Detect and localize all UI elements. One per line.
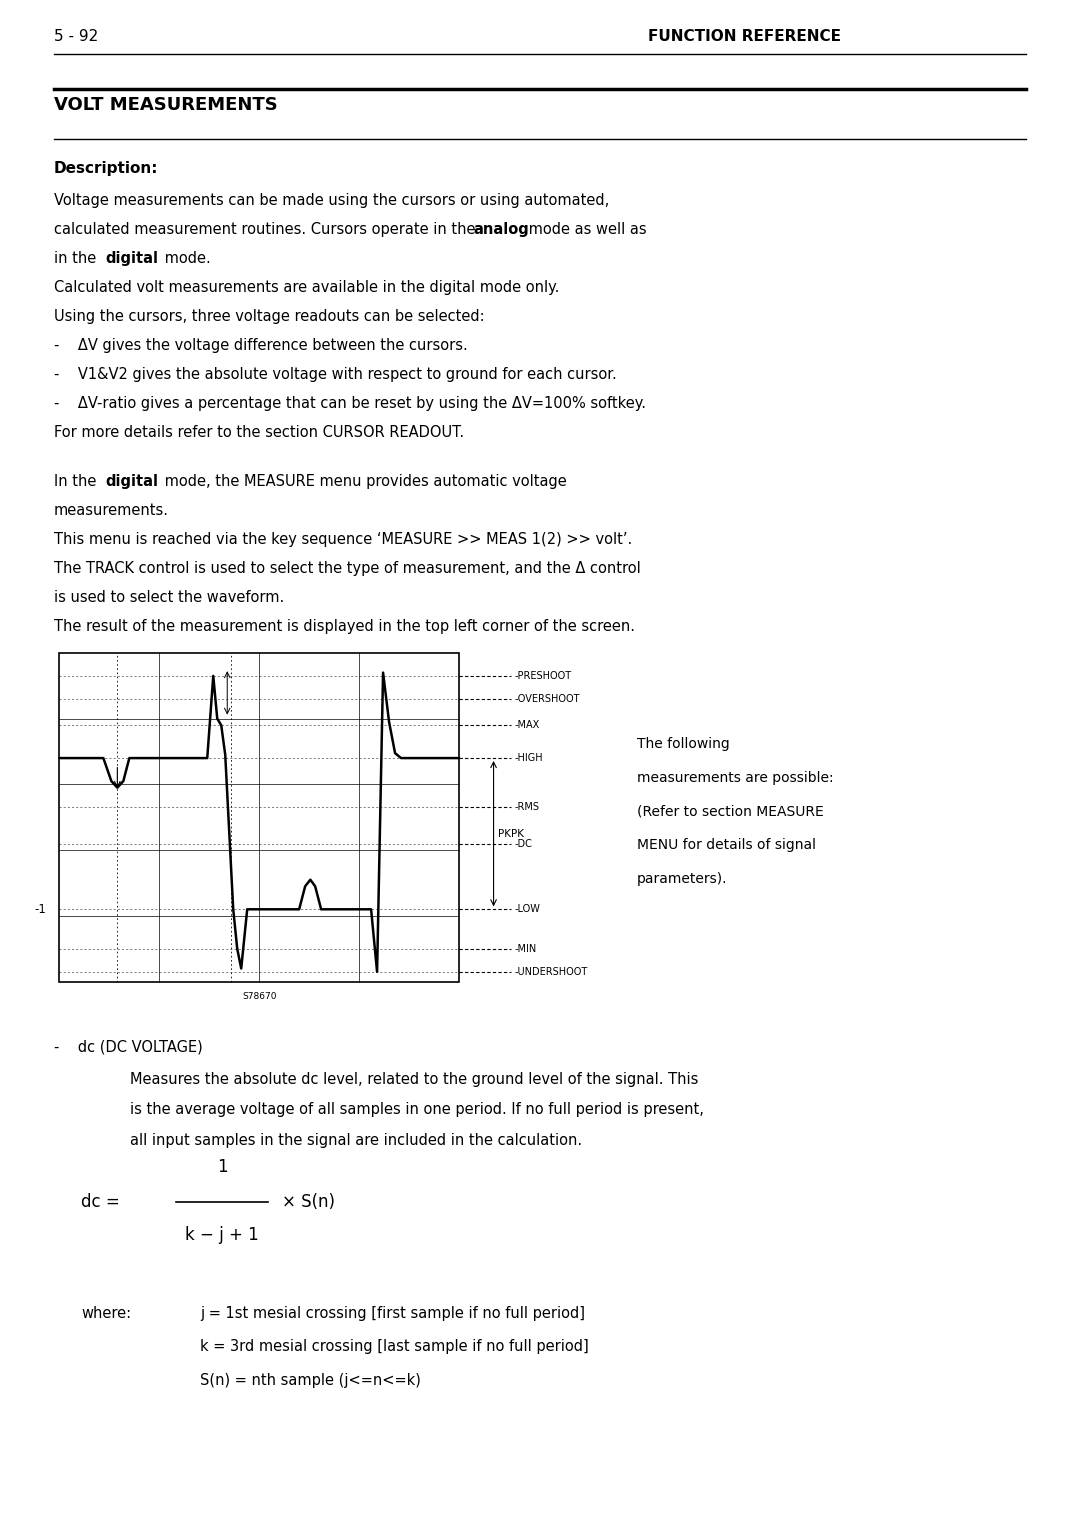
- Text: in the: in the: [54, 251, 100, 266]
- Text: × S(n): × S(n): [282, 1193, 335, 1211]
- Text: 5 - 92: 5 - 92: [54, 29, 98, 44]
- Text: analog: analog: [473, 222, 529, 237]
- Text: is the average voltage of all samples in one period. If no full period is presen: is the average voltage of all samples in…: [130, 1102, 703, 1118]
- Text: -UNDERSHOOT: -UNDERSHOOT: [514, 966, 588, 977]
- Text: The following: The following: [637, 737, 730, 751]
- Text: digital: digital: [106, 251, 159, 266]
- Text: Voltage measurements can be made using the cursors or using automated,: Voltage measurements can be made using t…: [54, 193, 609, 208]
- Text: Description:: Description:: [54, 161, 159, 176]
- Text: mode, the MEASURE menu provides automatic voltage: mode, the MEASURE menu provides automati…: [160, 474, 567, 489]
- Text: k = 3rd mesial crossing [last sample if no full period]: k = 3rd mesial crossing [last sample if …: [200, 1339, 589, 1355]
- Text: 1: 1: [217, 1157, 227, 1176]
- Text: Measures the absolute dc level, related to the ground level of the signal. This: Measures the absolute dc level, related …: [130, 1072, 698, 1087]
- Text: mode.: mode.: [160, 251, 211, 266]
- Text: -DC: -DC: [514, 838, 532, 849]
- Text: In the: In the: [54, 474, 102, 489]
- Text: -OVERSHOOT: -OVERSHOOT: [514, 694, 580, 703]
- Text: digital: digital: [106, 474, 159, 489]
- Text: -RMS: -RMS: [514, 803, 539, 812]
- Text: -MAX: -MAX: [514, 720, 539, 731]
- Text: all input samples in the signal are included in the calculation.: all input samples in the signal are incl…: [130, 1133, 582, 1148]
- Text: For more details refer to the section CURSOR READOUT.: For more details refer to the section CU…: [54, 425, 464, 440]
- Text: The result of the measurement is displayed in the top left corner of the screen.: The result of the measurement is display…: [54, 619, 635, 635]
- Text: VOLT MEASUREMENTS: VOLT MEASUREMENTS: [54, 96, 278, 115]
- Text: dc =: dc =: [81, 1193, 120, 1211]
- Text: -HIGH: -HIGH: [514, 754, 543, 763]
- Text: MENU for details of signal: MENU for details of signal: [637, 838, 816, 852]
- Text: (Refer to section MEASURE: (Refer to section MEASURE: [637, 804, 824, 818]
- Text: measurements.: measurements.: [54, 503, 168, 518]
- Text: calculated measurement routines. Cursors operate in the: calculated measurement routines. Cursors…: [54, 222, 481, 237]
- Text: -LOW: -LOW: [514, 904, 540, 914]
- Text: k − j + 1: k − j + 1: [185, 1226, 259, 1245]
- Text: -MIN: -MIN: [514, 943, 537, 954]
- Text: Using the cursors, three voltage readouts can be selected:: Using the cursors, three voltage readout…: [54, 309, 485, 324]
- Text: -    ΔV gives the voltage difference between the cursors.: - ΔV gives the voltage difference betwee…: [54, 338, 468, 353]
- Text: -    V1&V2 gives the absolute voltage with respect to ground for each cursor.: - V1&V2 gives the absolute voltage with …: [54, 367, 617, 382]
- Text: -1: -1: [35, 902, 46, 916]
- Text: This menu is reached via the key sequence ‘MEASURE >> MEAS 1(2) >> volt’.: This menu is reached via the key sequenc…: [54, 532, 632, 547]
- Text: j = 1st mesial crossing [first sample if no full period]: j = 1st mesial crossing [first sample if…: [200, 1306, 584, 1321]
- Text: S(n) = nth sample (j<=n<=k): S(n) = nth sample (j<=n<=k): [200, 1373, 421, 1388]
- Text: measurements are possible:: measurements are possible:: [637, 771, 834, 784]
- Text: where:: where:: [81, 1306, 131, 1321]
- Text: mode as well as: mode as well as: [524, 222, 647, 237]
- Text: S78670: S78670: [242, 992, 276, 1001]
- Text: -    ΔV-ratio gives a percentage that can be reset by using the ΔV=100% softkey.: - ΔV-ratio gives a percentage that can b…: [54, 396, 646, 411]
- Text: -PRESHOOT: -PRESHOOT: [514, 671, 571, 680]
- Text: -    dc (DC VOLTAGE): - dc (DC VOLTAGE): [54, 1040, 203, 1055]
- Text: PKPK: PKPK: [498, 829, 524, 839]
- Bar: [59, 653, 459, 982]
- Text: parameters).: parameters).: [637, 872, 728, 885]
- Text: FUNCTION REFERENCE: FUNCTION REFERENCE: [648, 29, 841, 44]
- Text: is used to select the waveform.: is used to select the waveform.: [54, 590, 284, 605]
- Text: The TRACK control is used to select the type of measurement, and the Δ control: The TRACK control is used to select the …: [54, 561, 640, 576]
- Text: Calculated volt measurements are available in the digital mode only.: Calculated volt measurements are availab…: [54, 280, 559, 295]
